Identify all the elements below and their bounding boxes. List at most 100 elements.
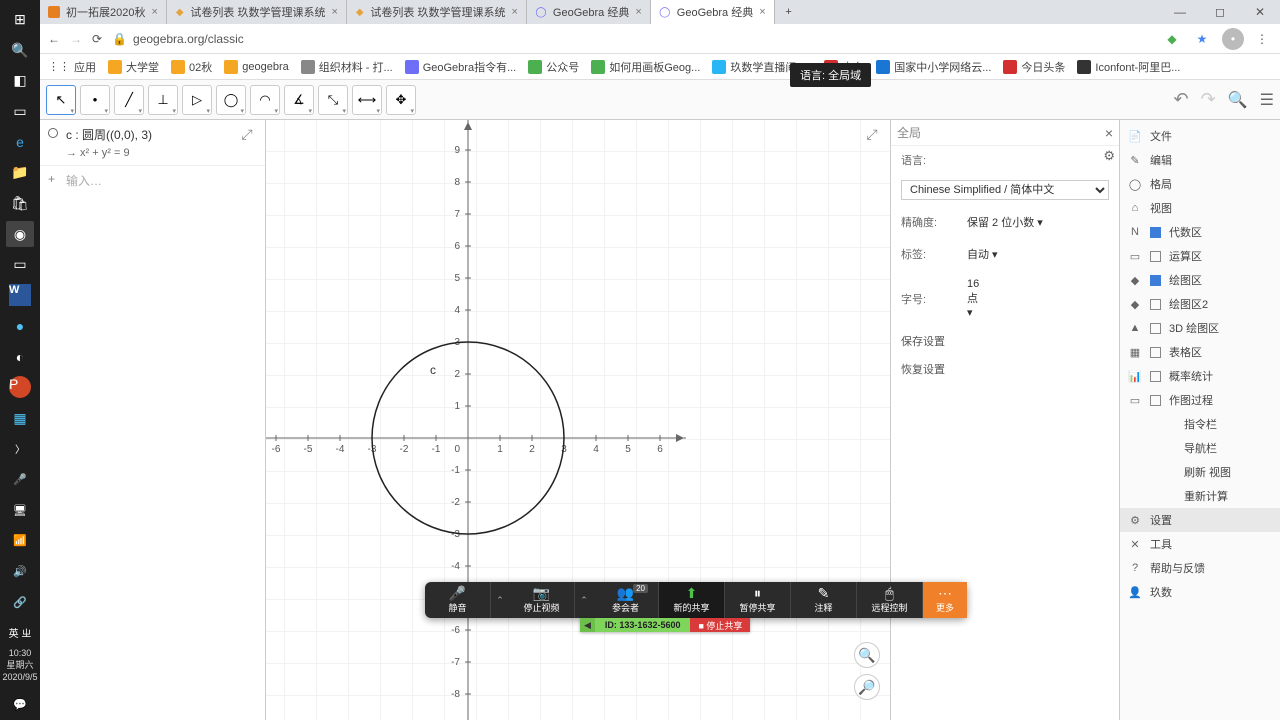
menu-item[interactable]: ✕工具 (1120, 532, 1280, 556)
meeting-button[interactable]: ✎注释 (791, 582, 857, 618)
close-icon[interactable]: × (635, 6, 641, 18)
menu-item[interactable]: ▭运算区 (1120, 244, 1280, 268)
menu-item[interactable]: 👤玖数 (1120, 580, 1280, 604)
chrome-icon[interactable]: ◉ (6, 221, 34, 248)
bookmark-item[interactable]: GeoGebra指令有... (405, 59, 517, 75)
meeting-button[interactable]: 🖱远程控制 (857, 582, 923, 618)
graphics-view[interactable]: ⤢ -6-5-4-3-2-1123456-10-9-8-7-6-5-4-3-2-… (266, 120, 890, 720)
extension-icon[interactable]: ◆ (1162, 32, 1182, 46)
kebab-icon[interactable]: ⋮ (1252, 32, 1272, 46)
back-button[interactable]: ← (48, 32, 60, 46)
bookmark-item[interactable]: 组织材料 - 打... (301, 59, 393, 75)
algebra-item[interactable]: c : 圆周((0,0), 3) → x² + y² = 9 (40, 120, 265, 166)
tool-line[interactable]: ╱ (114, 85, 144, 115)
bookmark-item[interactable]: 公众号 (528, 59, 579, 75)
menu-item[interactable]: 导航栏 (1120, 436, 1280, 460)
bookmark-item[interactable]: geogebra (224, 60, 289, 74)
search-button[interactable]: 🔍 (1228, 90, 1248, 110)
meeting-button[interactable]: 📷停止视频 (509, 582, 575, 618)
minimize-button[interactable]: — (1160, 0, 1200, 24)
bookmark-item[interactable]: Iconfont-阿里巴... (1077, 59, 1180, 75)
checkbox[interactable] (1150, 323, 1161, 334)
forward-button[interactable]: → (70, 32, 82, 46)
start-icon[interactable]: ⊞ (6, 6, 34, 33)
labeling-select[interactable]: 自动 ▾ (963, 244, 1109, 264)
algebra-input[interactable]: 输入… (40, 166, 265, 195)
save-settings-button[interactable]: 保存设置 (891, 327, 1119, 355)
maximize-button[interactable]: ◻ (1200, 0, 1240, 24)
meeting-button[interactable]: 🎤静音 (425, 582, 491, 618)
bookmark-item[interactable]: 02秋 (171, 59, 212, 75)
menu-item[interactable]: 重新计算 (1120, 484, 1280, 508)
app4-icon[interactable]: ◐ (6, 343, 34, 370)
menu-item[interactable]: ▭作图过程 (1120, 388, 1280, 412)
menu-item[interactable]: N代数区 (1120, 220, 1280, 244)
checkbox[interactable] (1150, 227, 1161, 238)
apps-button[interactable]: ⋮⋮ 应用 (48, 59, 96, 75)
checkbox[interactable] (1150, 251, 1161, 262)
meeting-button[interactable]: 👥参会者20 (593, 582, 659, 618)
restore-settings-button[interactable]: 恢复设置 (891, 355, 1119, 383)
menu-item[interactable]: 📊概率统计 (1120, 364, 1280, 388)
checkbox[interactable] (1150, 347, 1161, 358)
checkbox[interactable] (1150, 371, 1161, 382)
font-select[interactable]: 16 点 ▾ (963, 276, 983, 321)
mic-tray-icon[interactable]: 🎤 (6, 466, 34, 493)
ppt-icon[interactable]: P (6, 374, 34, 401)
chevron-icon[interactable]: ⌃ (491, 582, 509, 618)
tool-angle[interactable]: ∡ (284, 85, 314, 115)
tool-slider[interactable]: ⟷ (352, 85, 382, 115)
tab-4[interactable]: ◯GeoGebra 经典× (651, 0, 775, 24)
bookmark-item[interactable]: 国家中小学网络云... (876, 59, 991, 75)
menu-item[interactable]: 刷新 视图 (1120, 460, 1280, 484)
menu-item[interactable]: ◆绘图区2 (1120, 292, 1280, 316)
close-icon[interactable]: × (151, 6, 157, 18)
meeting-button[interactable]: ⬆新的共享 (659, 582, 725, 618)
gear-icon[interactable]: ⚙ (1103, 148, 1115, 164)
share-indicator[interactable]: ◀ (580, 618, 595, 632)
menu-item[interactable]: ✎编辑 (1120, 148, 1280, 172)
tool-point[interactable]: • (80, 85, 110, 115)
menu-item[interactable]: ⌂视图 (1120, 196, 1280, 220)
close-settings-button[interactable]: × (1105, 125, 1113, 141)
bookmark-item[interactable]: 今日头条 (1003, 59, 1065, 75)
close-icon[interactable]: × (759, 6, 765, 18)
tool-move[interactable]: ↖ (46, 85, 76, 115)
word-icon[interactable]: W (6, 282, 34, 309)
vol-tray-icon[interactable]: 🔊 (6, 558, 34, 585)
tool-segment[interactable]: ⊥ (148, 85, 178, 115)
tab-0[interactable]: 初一拓展2020秋× (40, 0, 167, 24)
notif-icon[interactable]: 💬 (6, 691, 34, 718)
tool-polygon[interactable]: ▷ (182, 85, 212, 115)
meeting-button[interactable]: ⋯更多 (923, 582, 967, 618)
app5-icon[interactable]: ▦ (6, 405, 34, 432)
taskview-icon[interactable]: ◧ (6, 67, 34, 94)
meeting-button[interactable]: ⏸暂停共享 (725, 582, 791, 618)
zoom-out-button[interactable]: 🔎 (854, 674, 880, 700)
tab-2[interactable]: ◆试卷列表 玖数学管理课系统× (347, 0, 527, 24)
checkbox[interactable] (1150, 395, 1161, 406)
menu-item[interactable]: ◆绘图区 (1120, 268, 1280, 292)
undo-button[interactable]: ↶ (1174, 89, 1189, 110)
ime-icon[interactable]: 英 ㄓ (6, 619, 34, 646)
language-select[interactable]: Chinese Simplified / 简体中文 (901, 180, 1109, 200)
net-tray-icon[interactable]: 📶 (6, 527, 34, 554)
close-icon[interactable]: × (331, 6, 337, 18)
menu-item[interactable]: ?帮助与反馈 (1120, 556, 1280, 580)
new-tab-button[interactable]: + (775, 0, 803, 24)
tool-transform[interactable]: ⤡ (318, 85, 348, 115)
edge-icon[interactable]: e (6, 129, 34, 156)
search-icon[interactable]: 🔍 (6, 37, 34, 64)
tool-circle[interactable]: ◯ (216, 85, 246, 115)
app2-icon[interactable]: ▭ (6, 251, 34, 278)
tool-conic[interactable]: ◠ (250, 85, 280, 115)
menu-item[interactable]: 指令栏 (1120, 412, 1280, 436)
app3-icon[interactable]: ● (6, 313, 34, 340)
tray-up-icon[interactable]: 〉 (6, 435, 34, 462)
star-icon[interactable]: ★ (1192, 32, 1212, 46)
tab-1[interactable]: ◆试卷列表 玖数学管理课系统× (167, 0, 347, 24)
menu-item[interactable]: ▦表格区 (1120, 340, 1280, 364)
menu-button[interactable]: ☰ (1260, 90, 1274, 110)
bookmark-item[interactable]: 如何用画板Geog... (591, 59, 700, 75)
chevron-icon[interactable]: ⌃ (575, 582, 593, 618)
